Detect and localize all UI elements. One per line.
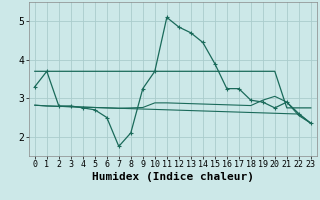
X-axis label: Humidex (Indice chaleur): Humidex (Indice chaleur) bbox=[92, 172, 254, 182]
